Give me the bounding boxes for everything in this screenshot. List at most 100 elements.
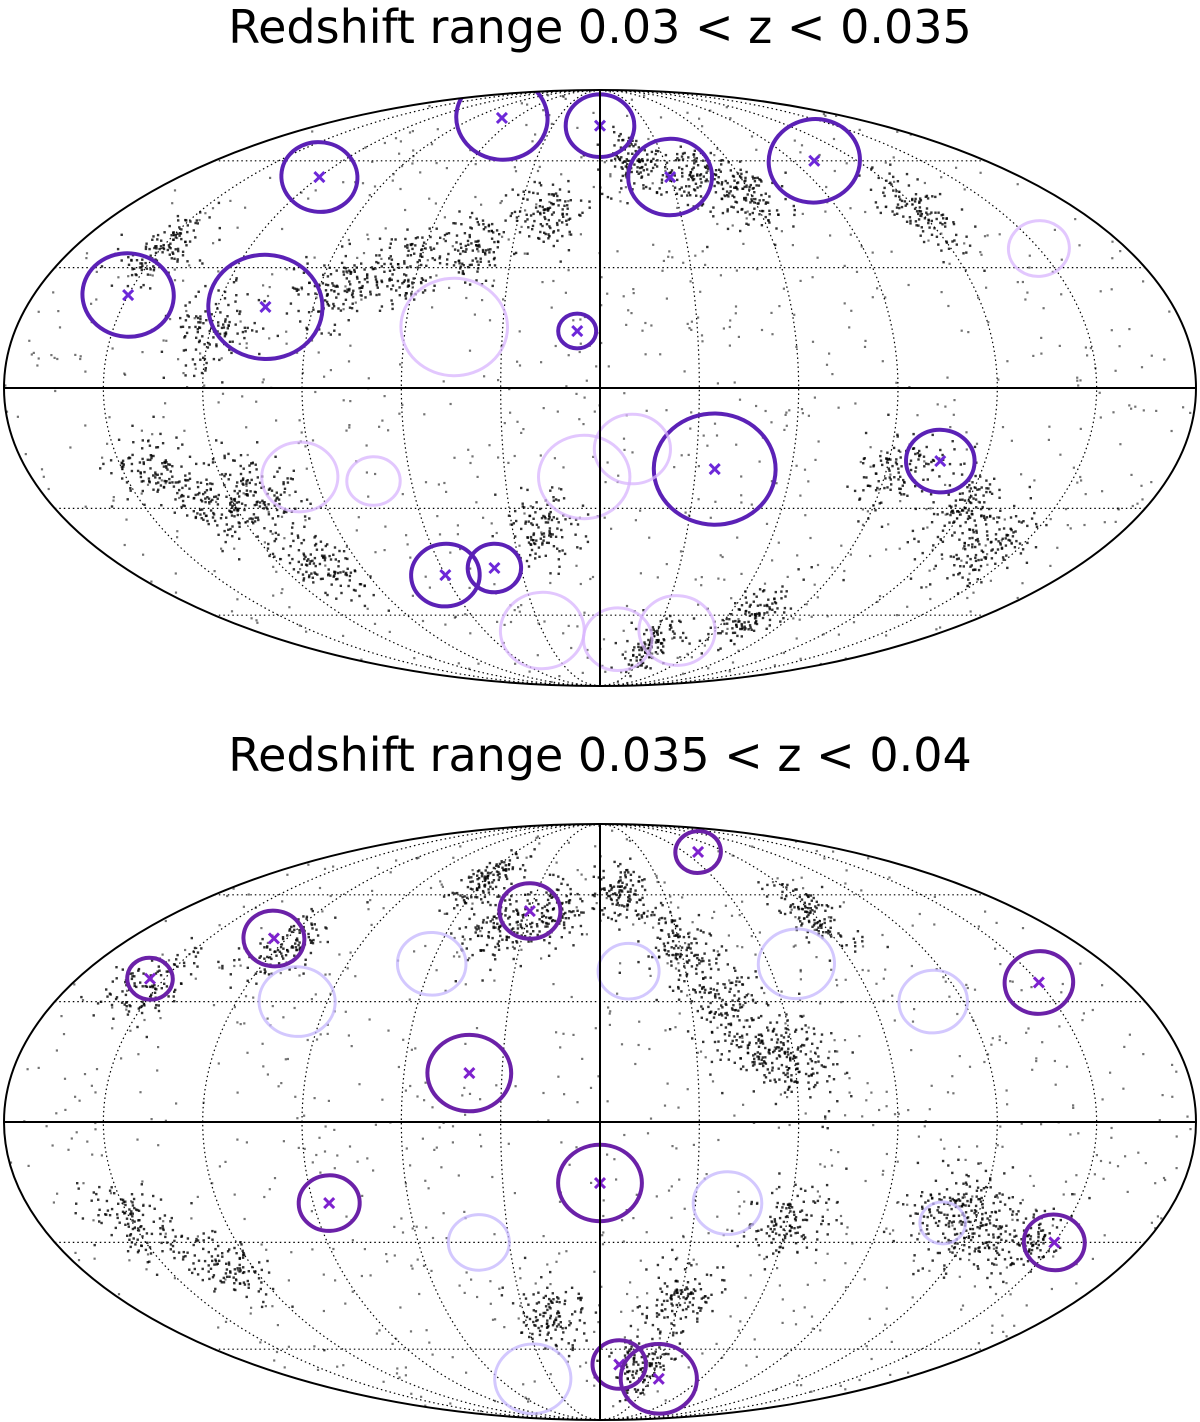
galaxy-point <box>202 492 205 496</box>
galaxy-point <box>1003 518 1006 521</box>
galaxy-point <box>620 156 623 159</box>
galaxy-point <box>757 184 761 187</box>
galaxy-point <box>719 159 723 162</box>
galaxy-point <box>474 931 477 934</box>
galaxy-point <box>418 259 421 262</box>
galaxy-point <box>442 380 445 383</box>
galaxy-point <box>305 467 308 470</box>
galaxy-point <box>505 938 508 942</box>
galaxy-point <box>479 930 482 933</box>
galaxy-point <box>980 581 983 584</box>
galaxy-point <box>986 1053 990 1056</box>
galaxy-point <box>538 842 541 845</box>
galaxy-point <box>169 318 172 321</box>
galaxy-point <box>406 254 409 257</box>
galaxy-point <box>497 944 500 948</box>
galaxy-point <box>896 203 900 206</box>
galaxy-point <box>454 980 457 983</box>
galaxy-point <box>767 1029 770 1032</box>
galaxy-point <box>777 1046 781 1049</box>
galaxy-point <box>958 492 962 495</box>
galaxy-point <box>462 272 465 276</box>
galaxy-point <box>1077 384 1080 387</box>
galaxy-point <box>866 1082 869 1085</box>
galaxy-point <box>339 309 343 312</box>
galaxy-point <box>706 164 709 167</box>
galaxy-point <box>363 1248 366 1251</box>
galaxy-point <box>219 517 223 520</box>
galaxy-point <box>228 340 232 343</box>
galaxy-point <box>792 225 795 228</box>
galaxy-point <box>263 503 267 507</box>
galaxy-point <box>576 625 579 628</box>
galaxy-point <box>782 287 785 290</box>
galaxy-point <box>668 250 671 253</box>
galaxy-point <box>775 1187 778 1191</box>
galaxy-point <box>709 1001 712 1005</box>
galaxy-point <box>898 190 901 193</box>
galaxy-point <box>913 200 917 203</box>
galaxy-point <box>214 495 218 498</box>
galaxy-point <box>127 263 131 266</box>
galaxy-point <box>489 1302 492 1305</box>
galaxy-point <box>313 556 317 560</box>
galaxy-point <box>542 514 545 518</box>
galaxy-point <box>365 471 368 474</box>
galaxy-point <box>685 948 688 952</box>
galaxy-point <box>398 152 401 155</box>
galaxy-point <box>807 480 810 483</box>
galaxy-point <box>881 1173 884 1176</box>
galaxy-point <box>485 921 488 924</box>
galaxy-point <box>752 1054 755 1057</box>
galaxy-point <box>405 1147 408 1150</box>
galaxy-point <box>194 493 197 497</box>
galaxy-point <box>1164 1178 1167 1182</box>
galaxy-point <box>740 501 743 504</box>
galaxy-point <box>726 208 729 211</box>
galaxy-point <box>1128 404 1131 407</box>
galaxy-point <box>606 292 609 295</box>
galaxy-point <box>198 219 201 222</box>
galaxy-point <box>529 891 533 894</box>
galaxy-point <box>842 578 845 582</box>
galaxy-point <box>398 1376 401 1379</box>
galaxy-point <box>546 209 550 212</box>
galaxy-point <box>999 543 1002 546</box>
galaxy-point <box>888 172 891 175</box>
galaxy-point <box>233 547 236 550</box>
galaxy-point <box>55 1049 58 1052</box>
galaxy-point <box>887 467 890 470</box>
galaxy-point <box>902 478 905 482</box>
galaxy-point <box>213 495 216 499</box>
galaxy-point <box>64 1108 67 1111</box>
galaxy-point <box>781 1298 784 1301</box>
galaxy-point <box>568 901 571 905</box>
galaxy-point <box>816 563 820 567</box>
galaxy-point <box>481 219 485 222</box>
galaxy-point <box>754 1001 757 1004</box>
galaxy-point <box>958 1275 961 1278</box>
meridian-line <box>599 824 700 1420</box>
galaxy-point <box>754 176 757 180</box>
galaxy-point <box>1001 556 1005 559</box>
galaxy-point <box>1028 485 1031 489</box>
galaxy-point <box>771 333 774 336</box>
galaxy-point <box>679 952 682 956</box>
galaxy-point <box>495 1084 498 1087</box>
galaxy-point <box>716 1026 719 1029</box>
galaxy-point <box>204 284 207 288</box>
galaxy-point <box>999 509 1002 512</box>
galaxy-point <box>581 1057 584 1060</box>
galaxy-point <box>716 982 719 985</box>
galaxy-point <box>117 1293 121 1296</box>
galaxy-point <box>832 137 836 141</box>
galaxy-point <box>519 1277 522 1280</box>
galaxy-point <box>688 642 691 645</box>
galaxy-point <box>458 210 461 213</box>
galaxy-point <box>300 191 303 194</box>
galaxy-point <box>220 547 223 550</box>
galaxy-point <box>323 867 327 870</box>
galaxy-point <box>58 326 62 329</box>
galaxy-point <box>647 173 650 176</box>
galaxy-point <box>979 564 983 568</box>
